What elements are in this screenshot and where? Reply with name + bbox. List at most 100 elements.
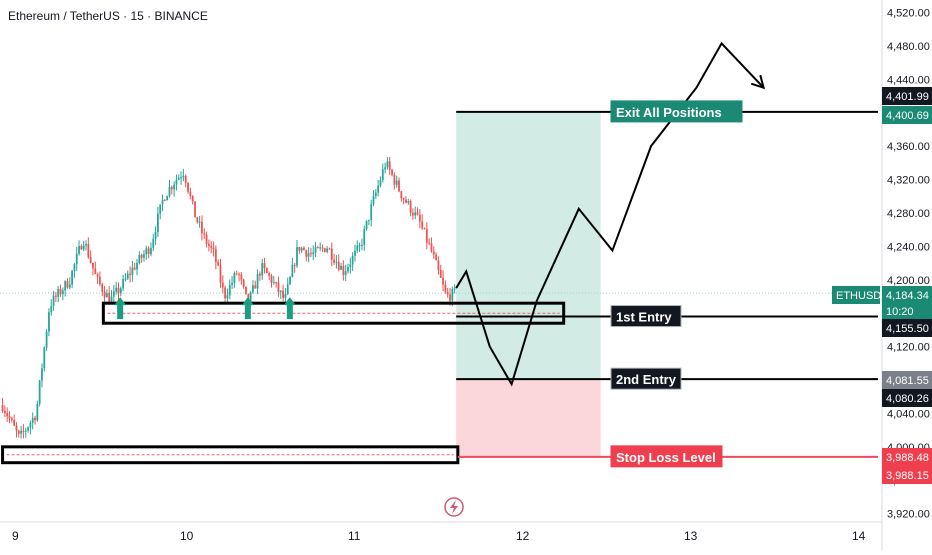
stop-loss-label-box	[610, 445, 723, 468]
candle-body	[437, 260, 440, 270]
x-tick-label: 13	[684, 529, 698, 543]
candle-body	[298, 247, 301, 251]
candle-body	[370, 204, 373, 220]
candle-body	[147, 248, 150, 255]
price-tag-text: 4,081.55	[886, 375, 929, 387]
candle-body	[416, 212, 419, 215]
candle-body	[349, 264, 352, 268]
candle-body	[365, 220, 368, 230]
candle-body	[150, 247, 152, 255]
candle-body	[177, 177, 180, 180]
candle-body	[261, 263, 264, 276]
candle-body	[335, 261, 338, 263]
candle-body	[133, 267, 136, 270]
candle-body	[108, 293, 111, 304]
candle-body	[64, 281, 67, 291]
candle-body	[428, 242, 431, 244]
candle-body	[31, 417, 34, 423]
candle-body	[412, 212, 414, 216]
candle-body	[367, 219, 370, 221]
candle-body	[45, 331, 48, 348]
candle-body	[168, 187, 171, 197]
candle-body	[214, 249, 217, 263]
entry-arrow-icon	[283, 297, 296, 320]
candle-body	[446, 292, 449, 295]
candle-body	[409, 201, 412, 213]
candle-body	[10, 418, 13, 420]
profit-zone	[456, 111, 601, 380]
x-tick-label: 14	[852, 529, 866, 543]
candle-body	[52, 295, 55, 306]
candle-body	[189, 191, 192, 196]
candle-body	[391, 169, 393, 175]
x-tick-label: 12	[516, 529, 530, 543]
candle-body	[342, 265, 345, 275]
entry-arrow-icon	[114, 297, 127, 320]
candle-body	[145, 248, 148, 255]
candle-body	[15, 425, 18, 431]
price-tag-box	[882, 319, 932, 337]
candle-body	[68, 284, 71, 288]
candle-body	[224, 287, 227, 299]
candle-body	[8, 416, 11, 419]
candle-body	[57, 289, 60, 297]
candle-body	[36, 403, 39, 421]
candle-body	[405, 199, 407, 203]
candle-body	[92, 262, 94, 269]
price-tag-text: 3,988.48	[886, 452, 929, 464]
candle-body	[386, 161, 389, 168]
y-tick-label: 4,520.00	[887, 8, 930, 20]
candle-body	[207, 243, 210, 246]
candle-body	[354, 250, 356, 256]
candle-body	[34, 417, 36, 421]
candle-body	[54, 295, 57, 297]
candle-body	[344, 271, 347, 275]
candle-body	[400, 191, 403, 199]
candle-body	[3, 410, 6, 414]
candle-body	[358, 245, 361, 247]
candle-body	[82, 245, 85, 250]
candle-body	[66, 281, 69, 288]
candle-body	[252, 285, 254, 293]
candle-body	[279, 290, 282, 292]
candle-body	[242, 279, 245, 287]
candle-body	[119, 288, 122, 294]
candle-body	[143, 254, 145, 258]
candle-body	[61, 290, 64, 295]
candle-body	[270, 275, 273, 283]
candle-body	[217, 262, 220, 266]
exit-label-text: Exit All Positions	[616, 105, 722, 120]
price-tag-text: 3,988.15	[886, 470, 929, 482]
candle-body	[356, 245, 359, 251]
candle-body	[374, 192, 377, 197]
candle-body	[314, 247, 317, 253]
candle-body	[305, 250, 308, 257]
symbol-tag-box	[832, 286, 880, 304]
y-tick-label: 4,320.00	[887, 175, 930, 187]
candle-body	[289, 276, 291, 285]
candle-body	[263, 263, 266, 269]
candle-body	[210, 245, 213, 248]
entry-arrow-icon	[241, 297, 254, 320]
candle-body	[361, 244, 363, 246]
candle-body	[319, 247, 322, 249]
candle-body	[43, 347, 46, 369]
candle-body	[316, 247, 319, 249]
candle-body	[94, 268, 97, 275]
candle-body	[363, 229, 366, 245]
candle-body	[407, 201, 410, 203]
chart-title: Ethereum / TetherUS · 15 · BINANCE	[8, 9, 208, 23]
candle-body	[152, 238, 155, 248]
y-tick-label: 4,440.00	[887, 74, 930, 86]
candle-body	[449, 294, 451, 301]
candle-body	[129, 273, 131, 275]
candle-body	[275, 282, 278, 284]
price-tag-box	[882, 106, 932, 124]
candle-body	[254, 285, 257, 289]
candle-body	[136, 263, 138, 270]
entry1-label-box	[610, 305, 682, 328]
candle-body	[379, 180, 382, 186]
price-tag-box	[882, 448, 932, 466]
